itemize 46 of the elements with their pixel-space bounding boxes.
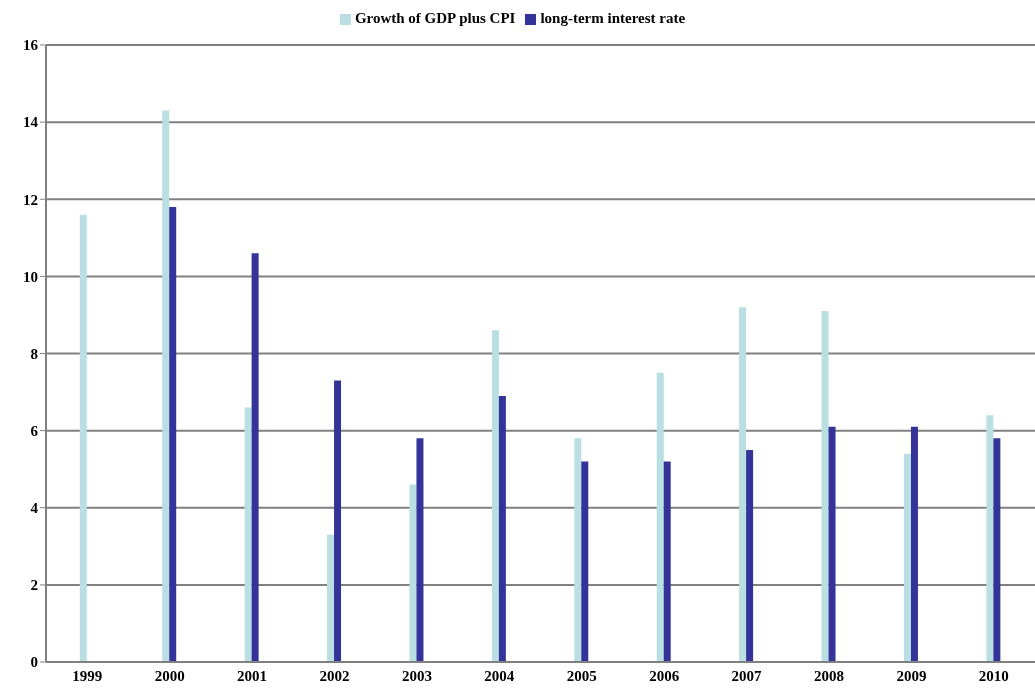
legend-label: long-term interest rate xyxy=(540,10,686,26)
legend-label: Growth of GDP plus CPI xyxy=(354,10,516,26)
bar xyxy=(746,449,754,662)
y-tick-label: 6 xyxy=(30,422,39,439)
bar xyxy=(162,110,170,662)
x-tick-label: 2010 xyxy=(978,667,1009,684)
bar xyxy=(251,253,259,662)
bar xyxy=(821,311,829,662)
x-tick-label: 2005 xyxy=(566,667,597,684)
y-tick-label: 4 xyxy=(30,500,39,517)
bar xyxy=(581,461,589,662)
bar xyxy=(574,438,582,662)
y-tick-label: 14 xyxy=(23,114,39,131)
bar xyxy=(498,395,506,662)
bar xyxy=(986,415,994,662)
bar xyxy=(739,307,747,662)
bar xyxy=(416,438,424,662)
x-tick-label: 2009 xyxy=(896,667,927,684)
bar xyxy=(656,372,664,662)
bar xyxy=(169,206,177,662)
bar xyxy=(334,380,342,662)
bar xyxy=(409,484,417,662)
x-tick-label: 2006 xyxy=(649,667,680,684)
x-tick-label: 1999 xyxy=(72,667,103,684)
bar xyxy=(910,426,918,662)
bar xyxy=(663,461,671,662)
x-tick-label: 2003 xyxy=(401,667,432,684)
x-tick-label: 2002 xyxy=(319,667,350,684)
bar xyxy=(993,438,1001,662)
x-tick-label: 2008 xyxy=(813,667,844,684)
y-tick-label: 0 xyxy=(30,654,38,671)
bar xyxy=(327,534,335,662)
bar xyxy=(244,407,252,662)
y-tick-label: 10 xyxy=(23,268,38,285)
bar xyxy=(828,426,836,662)
bar xyxy=(491,330,499,662)
y-tick-label: 16 xyxy=(23,37,39,54)
x-tick-label: 2007 xyxy=(731,667,763,684)
y-tick-label: 12 xyxy=(23,191,38,208)
x-tick-label: 2001 xyxy=(237,667,268,684)
bar xyxy=(79,214,87,662)
x-tick-label: 2004 xyxy=(484,667,515,684)
y-tick-label: 8 xyxy=(30,345,38,362)
y-tick-label: 2 xyxy=(30,577,38,594)
x-tick-label: 2000 xyxy=(154,667,185,684)
bar xyxy=(903,453,911,662)
